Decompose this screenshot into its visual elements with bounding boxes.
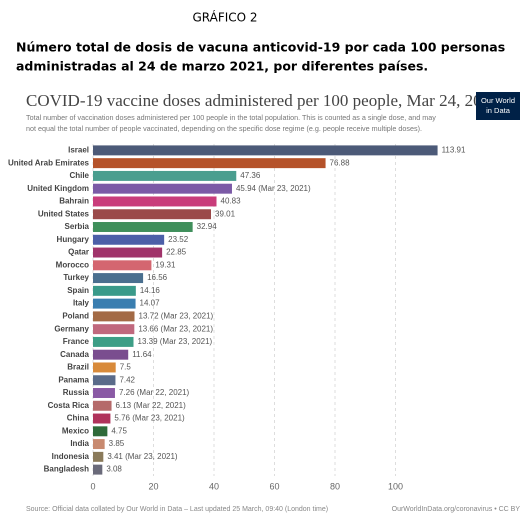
y-tick-label: Morocco	[56, 260, 89, 269]
value-label: 11.64	[132, 350, 152, 359]
value-label: 40.83	[221, 197, 242, 206]
x-tick-label: 20	[148, 481, 158, 491]
y-tick-label: Indonesia	[52, 452, 90, 461]
x-tick-label: 0	[90, 481, 95, 491]
bar	[93, 222, 193, 232]
bar	[93, 362, 116, 373]
logo	[476, 92, 520, 120]
bar	[93, 273, 144, 284]
bar	[93, 388, 115, 398]
value-label: 4.75	[111, 426, 127, 435]
y-tick-label: Germany	[54, 324, 89, 333]
bar	[93, 336, 134, 347]
value-label: 47.36	[240, 171, 261, 180]
x-tick-label: 100	[388, 481, 403, 491]
bar	[93, 349, 129, 360]
value-label: 19.31	[155, 260, 176, 269]
bar	[93, 439, 105, 450]
bar	[93, 183, 232, 194]
value-label: 3.08	[106, 465, 122, 474]
bar	[93, 196, 217, 207]
value-label: 3.85	[109, 439, 125, 448]
y-tick-label: Bahrain	[59, 197, 89, 206]
value-label: 5.76 (Mar 23, 2021)	[114, 414, 185, 423]
x-tick-label: 80	[330, 481, 340, 491]
doc-caption: Número total de dosis de vacuna anticovi…	[16, 40, 505, 55]
y-tick-label: France	[63, 337, 90, 346]
value-label: 22.85	[166, 248, 187, 257]
y-tick-label: Bangladesh	[44, 465, 89, 474]
chart-title: COVID-19 vaccine doses administered per …	[26, 91, 499, 110]
bar	[93, 426, 108, 437]
chart-subtitle: Total number of vaccination doses admini…	[26, 113, 436, 122]
y-tick-label: Hungary	[57, 235, 90, 244]
x-tick-label: 60	[269, 481, 279, 491]
y-tick-label: Turkey	[63, 273, 89, 282]
bar	[93, 400, 112, 411]
chart-subtitle: not equal the total number of people vac…	[26, 124, 422, 133]
bar	[93, 170, 237, 181]
y-tick-label: India	[70, 439, 89, 448]
bar	[93, 209, 212, 220]
x-tick-label: 40	[209, 481, 219, 491]
bar	[93, 375, 116, 386]
y-tick-label: Italy	[73, 299, 90, 308]
y-tick-label: Chile	[69, 171, 89, 180]
value-label: 113.91	[442, 145, 466, 154]
bar	[93, 324, 135, 335]
y-tick-label: Russia	[63, 388, 90, 397]
value-label: 13.66 (Mar 23, 2021)	[138, 324, 213, 333]
y-tick-label: Qatar	[68, 248, 89, 257]
value-label: 14.07	[140, 299, 161, 308]
source: Source: Official data collated by Our Wo…	[26, 506, 328, 513]
value-label: 45.94 (Mar 23, 2021)	[236, 184, 311, 193]
bar	[93, 298, 136, 309]
y-tick-label: Spain	[67, 286, 89, 295]
value-label: 3.41 (Mar 23, 2021)	[107, 452, 178, 461]
credit: OurWorldInData.org/coronavirus • CC BY	[392, 506, 521, 513]
y-tick-label: Brazil	[67, 363, 89, 372]
value-label: 39.01	[215, 209, 236, 218]
y-tick-label: Panama	[58, 375, 89, 384]
value-label: 7.42	[119, 375, 135, 384]
y-tick-label: Israel	[68, 145, 89, 154]
y-tick-label: Poland	[62, 311, 89, 320]
y-tick-label: Mexico	[62, 426, 89, 435]
value-label: 13.39 (Mar 23, 2021)	[138, 337, 213, 346]
bar	[93, 234, 165, 245]
y-tick-label: United Arab Emirates	[8, 158, 90, 167]
value-label: 32.94	[197, 222, 218, 231]
bar	[93, 311, 135, 322]
logo-text: Our World	[481, 96, 515, 105]
doc-label: GRÁFICO 2	[192, 10, 257, 25]
bar	[93, 145, 438, 156]
y-tick-label: China	[67, 414, 90, 423]
bar	[93, 285, 136, 296]
bar	[93, 247, 163, 258]
value-label: 76.88	[330, 158, 351, 167]
value-label: 13.72 (Mar 23, 2021)	[139, 311, 214, 320]
bar	[93, 451, 104, 462]
value-label: 23.52	[168, 235, 189, 244]
value-label: 14.16	[140, 286, 161, 295]
doc-caption: administradas al 24 de marzo 2021, por d…	[16, 59, 428, 74]
y-tick-label: Canada	[60, 350, 89, 359]
value-label: 6.13 (Mar 22, 2021)	[116, 401, 187, 410]
y-tick-label: Costa Rica	[48, 401, 90, 410]
value-label: 7.5	[120, 363, 132, 372]
bar	[93, 464, 103, 475]
bar	[93, 260, 152, 271]
bar	[93, 158, 326, 169]
y-tick-label: United States	[38, 209, 90, 218]
y-tick-label: United Kingdom	[27, 184, 89, 193]
y-tick-label: Serbia	[65, 222, 90, 231]
value-label: 16.56	[147, 273, 168, 282]
logo-text: in Data	[486, 106, 511, 115]
bar	[93, 413, 111, 424]
value-label: 7.26 (Mar 22, 2021)	[119, 388, 190, 397]
